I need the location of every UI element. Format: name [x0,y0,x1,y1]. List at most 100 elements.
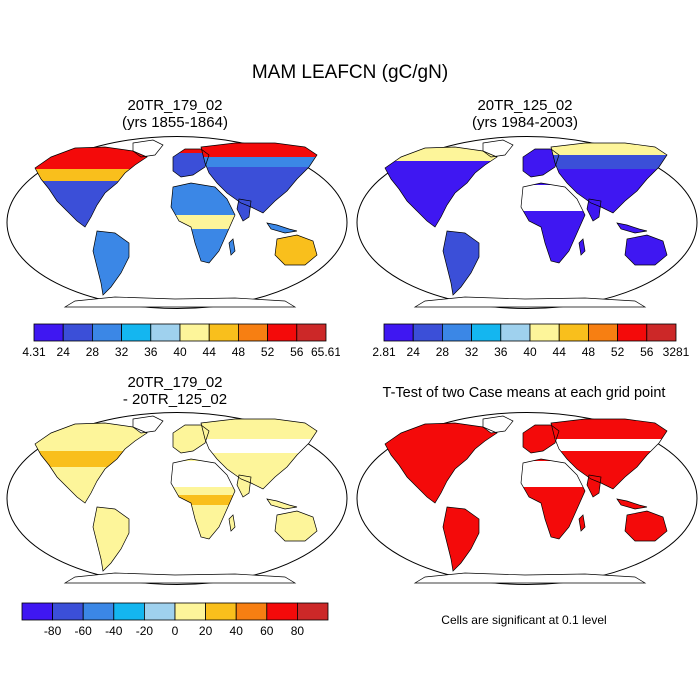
coast-greenland [132,139,164,158]
coast-northAmerica [384,146,498,228]
coast-asia [550,418,668,490]
colorbar-swatch [150,323,181,342]
colorbar-tick-label: 40 [523,345,537,359]
significance-note: Cells are significant at 0.1 level [441,613,607,627]
coast-europe [522,424,560,454]
colorbar-tick-label: 80 [291,624,305,638]
coast-africa [520,458,586,540]
coast-greenland [482,139,514,158]
coast-indonesia [266,498,298,510]
land-greenland [483,140,513,157]
panel-1-title-line: 20TR_179_02 [127,97,223,114]
panel-2-title-line: 20TR_125_02 [477,97,573,114]
colorbar-tick-label: -20 [136,624,154,638]
colorbar-tick-label: 3281 [663,345,690,359]
coast-greenland [132,415,164,434]
land-australia [275,235,317,265]
map-panel-3 [6,412,348,585]
colorbar-swatch [82,602,115,621]
land-australia [625,235,667,265]
colorbar-tick-label: 36 [494,345,508,359]
panel-2-subtitle-line: (yrs 1984-2003) [472,114,578,131]
colorbar-tick-label: 40 [173,345,187,359]
coast-indonesia [266,222,298,234]
field-band [201,157,317,167]
land-australia [275,511,317,541]
colorbar-tick-label: 44 [203,345,217,359]
colorbar-tick-label: 60 [260,624,274,638]
land-australia [625,511,667,541]
colorbar-tick-label: 28 [86,345,100,359]
colorbar-tick-label: 36 [144,345,158,359]
colorbar-swatch [92,323,123,342]
colorbar-swatch [558,323,589,342]
colorbar-tick-label: 28 [436,345,450,359]
colorbar-tick-label: -40 [105,624,123,638]
coast-southAmerica [442,506,480,572]
coast-antarctica [413,572,647,584]
coast-southAmerica [92,230,130,296]
land-southAmerica [443,231,479,295]
colorbar-swatch [500,323,531,342]
colorbar-tick-label: 24 [57,345,71,359]
colorbar-swatch [121,323,152,342]
panel-1-subtitle-line: (yrs 1855-1864) [122,114,228,131]
colorbar-swatch [144,602,176,621]
coast-madagascar [578,514,586,532]
colorbar-swatch [33,323,64,342]
panel-3-title-line: 20TR_179_02 [127,374,223,391]
colorbar-swatch [617,323,648,342]
coast-southAmerica [442,230,480,296]
field-band [551,155,667,169]
coast-india [236,198,252,222]
colorbar-tick-label: 32 [115,345,129,359]
land-indonesia [267,499,297,509]
panel-1-title: 20TR_179_02 (yrs 1855-1864) [5,97,345,131]
land-southAmerica [93,231,129,295]
coast-asia [200,418,318,490]
colorbar-tick-label: 40 [230,624,244,638]
colorbar-swatch [113,602,145,621]
coast-greenland [482,415,514,434]
land-greenland [483,416,513,433]
coast-europe [172,148,210,178]
land-antarctica [415,297,645,307]
colorbar-swatch [21,602,54,621]
field-band [551,439,667,451]
coast-northAmerica [384,422,498,504]
coast-northAmerica [34,422,148,504]
coast-australia [274,234,318,266]
colorbar-tick-label: 0 [172,624,179,638]
land-southAmerica [93,507,129,571]
coast-africa [170,182,236,264]
land-southAmerica [443,507,479,571]
panel-4-title: T-Test of two Case means at each grid po… [382,385,666,401]
land-antarctica [65,297,295,307]
coast-asia [200,142,318,214]
coast-antarctica [413,296,647,308]
colorbar-tick-label: 56 [640,345,654,359]
colorbar-tick-label: 2.81 [372,345,396,359]
colorbar-tick-label: 44 [553,345,567,359]
colorbar-panel-1: 4.31 24 28 32 36 40 44 48 52 56 65.61 [22,323,340,359]
coast-india [236,474,252,498]
colorbar-swatch [587,323,618,342]
colorbar-tick-label: 24 [407,345,421,359]
coast-europe [172,424,210,454]
colorbar-swatch [235,602,268,621]
map-panel-1 [6,136,348,309]
coast-europe [522,148,560,178]
coast-australia [274,510,318,542]
field-band [35,169,147,181]
field-band [173,149,209,153]
land-greenland [133,140,163,157]
panel-3-subtitle-line: - 20TR_125_02 [122,391,228,408]
colorbar-swatch [205,602,237,621]
colorbar-swatch [646,323,677,342]
colorbar-panel-3: -80 -60 -40 -20 0 20 40 60 80 [21,602,329,638]
figure-title: MAM LEAFCN (gC/gN) [251,62,449,83]
land-indonesia [617,223,647,233]
colorbar-swatch [208,323,239,342]
map-panel-2 [356,136,698,309]
colorbar-tick-label: 52 [611,345,625,359]
